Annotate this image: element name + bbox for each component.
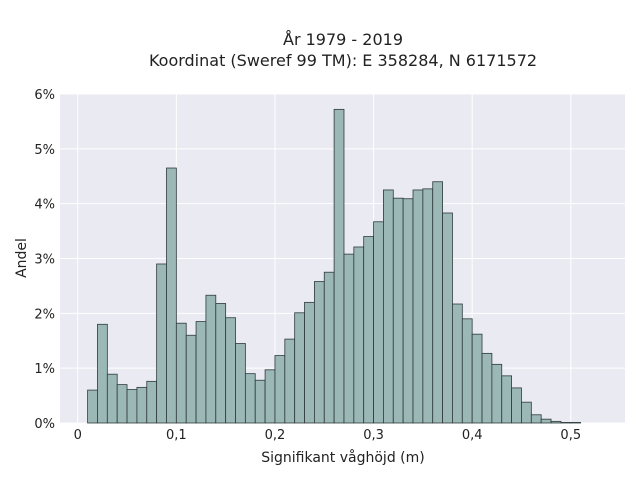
histogram-bar: [363, 236, 374, 424]
histogram-bar: [570, 422, 582, 424]
histogram-bar: [402, 198, 414, 424]
histogram-bar: [126, 389, 138, 424]
histogram-bar: [343, 253, 355, 424]
histogram-bar: [481, 352, 493, 424]
x-tick-label: 0,4: [462, 428, 483, 443]
y-tick-label: 5%: [34, 143, 55, 158]
histogram-bar: [550, 420, 562, 424]
histogram-bar: [225, 317, 236, 424]
x-tick-label: 0,1: [166, 428, 187, 443]
histogram-bar: [264, 369, 276, 424]
histogram-bar: [175, 322, 187, 424]
histogram-bar: [87, 389, 98, 424]
chart-title-line1: År 1979 - 2019: [283, 30, 403, 49]
bars: [87, 108, 582, 424]
x-tick-label: 0: [74, 428, 82, 443]
y-tick-label: 6%: [34, 88, 55, 103]
histogram-bar: [501, 375, 513, 424]
histogram-bar: [392, 197, 404, 424]
y-axis-ticks: 0% 1% 2% 3% 4% 5% 6%: [34, 88, 55, 432]
histogram-bar: [353, 246, 365, 424]
histogram-bar: [521, 401, 532, 424]
histogram-bar: [452, 303, 463, 424]
histogram-bar: [491, 363, 503, 424]
histogram-bar: [156, 263, 167, 424]
histogram-bar: [185, 334, 197, 424]
y-tick-label: 1%: [34, 362, 55, 377]
histogram-bar: [373, 221, 384, 424]
x-tick-label: 0,2: [265, 428, 286, 443]
histogram-bar: [166, 167, 177, 424]
x-tick-label: 0,5: [560, 428, 581, 443]
histogram-bar: [530, 414, 542, 424]
histogram-bar: [294, 312, 305, 424]
histogram-bar: [284, 338, 296, 424]
histogram-bar: [304, 301, 315, 424]
x-axis-ticks: 0 0,1 0,2 0,3 0,4 0,5: [74, 428, 582, 443]
histogram-bar: [333, 108, 345, 424]
histogram-bar: [540, 418, 552, 424]
histogram-bar: [205, 294, 217, 424]
histogram-bar: [274, 355, 286, 424]
histogram-bar: [461, 318, 473, 424]
histogram-bar: [412, 189, 424, 424]
y-axis-label: Andel: [14, 238, 30, 278]
histogram-bar: [383, 189, 394, 424]
histogram-bar: [136, 386, 148, 424]
histogram-bar: [471, 333, 483, 424]
chart-title-line2: Koordinat (Sweref 99 TM): E 358284, N 61…: [149, 51, 537, 70]
histogram-bar: [215, 303, 227, 424]
histogram-bar: [442, 212, 453, 424]
x-tick-label: 0,3: [363, 428, 384, 443]
histogram-bar: [106, 373, 118, 424]
histogram-bar: [560, 422, 572, 424]
histogram-bar: [432, 181, 443, 424]
histogram-bar: [235, 343, 246, 424]
histogram-bar: [97, 323, 108, 424]
histogram-bar: [422, 188, 434, 424]
histogram-bar: [254, 379, 266, 424]
y-tick-label: 4%: [34, 198, 55, 213]
y-tick-label: 3%: [34, 253, 55, 268]
histogram-bar: [195, 321, 207, 424]
histogram-bar: [511, 387, 522, 424]
histogram-bar: [313, 281, 325, 424]
histogram-bar: [323, 271, 335, 424]
histogram-bar: [244, 373, 256, 424]
histogram-bar: [146, 380, 158, 424]
x-axis-label: Signifikant våghöjd (m): [261, 449, 424, 466]
y-tick-label: 2%: [34, 307, 55, 322]
y-tick-label: 0%: [34, 417, 55, 432]
histogram-bar: [116, 384, 128, 424]
